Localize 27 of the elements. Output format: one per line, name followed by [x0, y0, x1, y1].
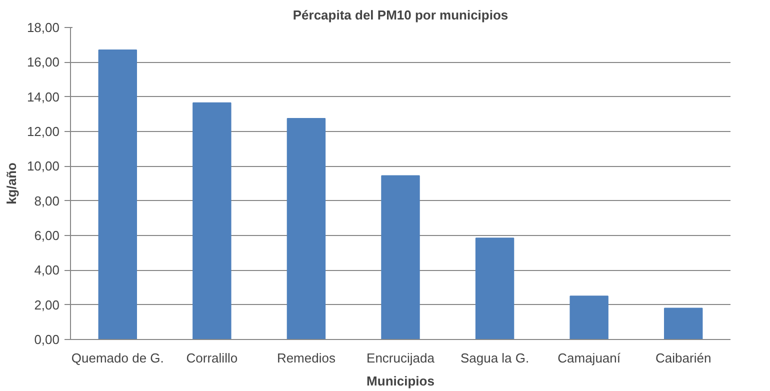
x-tick-label: Sagua la G. — [460, 350, 530, 366]
y-tick-label: 14,00 — [26, 89, 60, 104]
y-tick-label: 18,00 — [26, 20, 60, 35]
x-tick-label: Corralillo — [186, 350, 238, 366]
y-tick-label: 4,00 — [34, 262, 60, 278]
x-tick-label: Caibarién — [656, 350, 712, 366]
x-tick-label: Encrucijada — [366, 350, 436, 366]
x-tick-label: Camajuaní — [558, 350, 621, 366]
y-tick-label: 16,00 — [26, 54, 60, 70]
x-tick-label: Quemado de G. — [71, 350, 164, 366]
x-tick-label: Remedios — [276, 350, 336, 366]
y-tick-label: 0,00 — [34, 332, 60, 347]
x-axis-title: Municipios — [366, 374, 434, 388]
bar — [192, 102, 232, 340]
bar — [286, 118, 326, 340]
bar — [381, 175, 420, 340]
y-axis-title: kg/año — [4, 162, 19, 204]
y-tick-label: 12,00 — [26, 124, 60, 139]
chart-title: Pércapita del PM10 por municipios — [292, 8, 508, 22]
y-tick-label: 8,00 — [34, 193, 60, 208]
bar — [570, 296, 608, 340]
bar — [475, 238, 514, 340]
y-tick-label: 6,00 — [34, 228, 60, 243]
bar — [664, 308, 703, 340]
bar — [98, 50, 137, 340]
y-tick-label: 2,00 — [34, 297, 60, 312]
y-tick-label: 10,00 — [26, 158, 60, 174]
